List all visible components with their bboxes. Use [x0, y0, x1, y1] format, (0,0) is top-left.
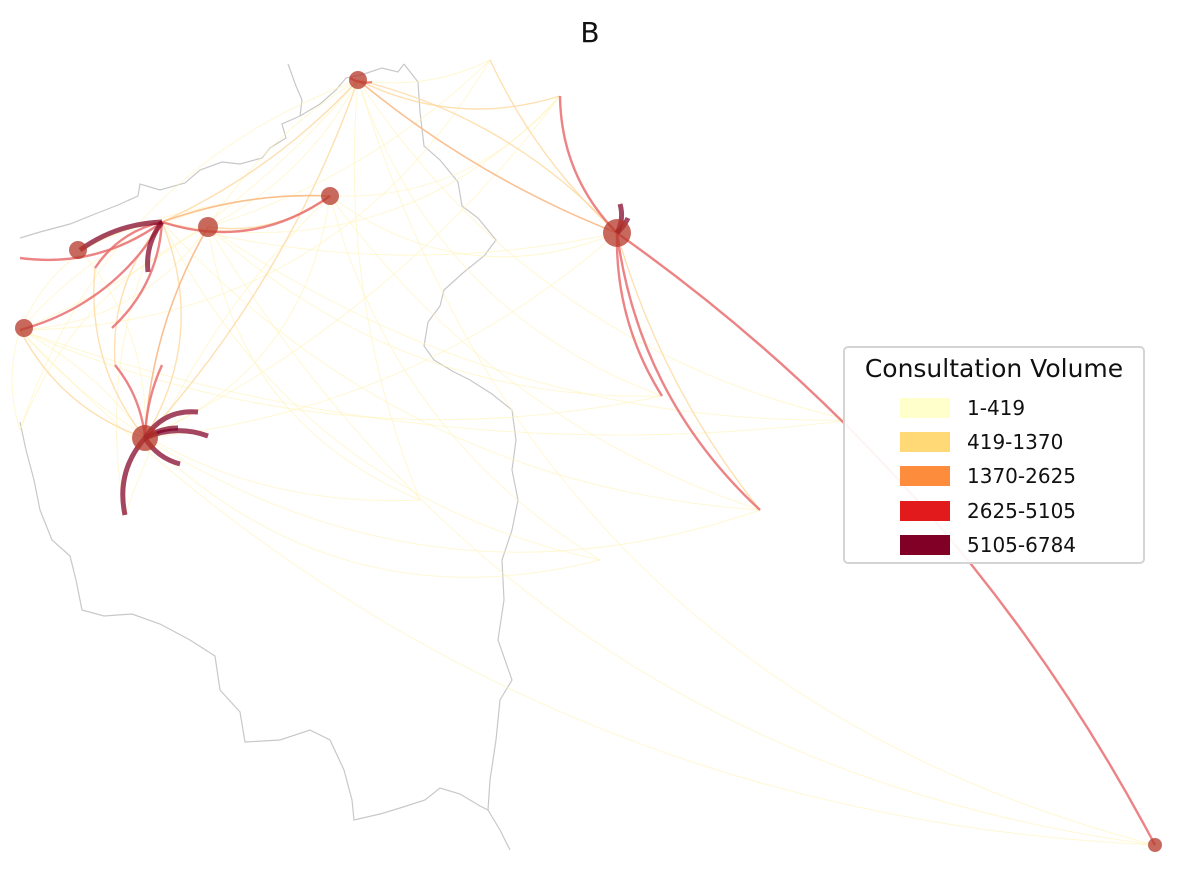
flow-arc — [207, 226, 851, 421]
flow-arc — [357, 79, 618, 234]
flow-arc — [207, 226, 421, 501]
legend-title: Consultation Volume — [864, 354, 1124, 383]
legend-swatch — [900, 432, 950, 452]
flow-arc — [145, 220, 165, 273]
flow-arc — [144, 437, 601, 578]
flow-arc — [19, 329, 146, 439]
flow-arc — [616, 232, 761, 511]
legend-label: 419-1370 — [967, 430, 1064, 454]
hospital-node — [1148, 838, 1162, 852]
flow-arc — [357, 79, 561, 110]
flow-arc — [615, 232, 664, 397]
hospital-node — [132, 425, 158, 451]
flow-arc — [11, 329, 21, 431]
flow-arc — [329, 195, 601, 561]
flow-arc — [19, 329, 146, 439]
flow-arc — [79, 249, 146, 439]
border-line-4 — [19, 421, 489, 821]
legend-label: 1370-2625 — [967, 464, 1077, 488]
border-line-1 — [19, 63, 303, 239]
legend-label: 1-419 — [967, 396, 1026, 420]
flow-arc — [19, 79, 359, 331]
flow-arc — [161, 195, 331, 234]
flow-arc — [161, 221, 601, 561]
hospital-nodes — [15, 71, 1162, 852]
flow-arc — [161, 194, 331, 223]
flow-arc — [161, 221, 761, 511]
flow-arc — [357, 79, 663, 397]
hospital-node — [349, 71, 367, 89]
legend-swatch — [900, 535, 950, 555]
flow-arc — [207, 59, 491, 228]
flow-arc — [207, 195, 331, 230]
flow-arc — [19, 329, 663, 421]
legend: Consultation Volume 1-419 419-1370 1370-… — [843, 346, 1145, 564]
legend-label: 2625-5105 — [967, 499, 1077, 523]
flow-arc — [329, 195, 618, 258]
flow-arc — [144, 226, 209, 439]
flow-arc — [124, 195, 331, 516]
flow-arc — [357, 79, 1156, 846]
flow-arc — [329, 195, 761, 511]
flow-arc — [207, 226, 663, 397]
flow-arc — [78, 219, 163, 253]
flow-arc — [19, 329, 1156, 846]
flow-arc — [93, 267, 146, 439]
flow-arc — [558, 95, 618, 234]
flow-arc — [19, 329, 851, 436]
hospital-node — [603, 219, 631, 247]
flow-arc — [357, 79, 618, 234]
flow-arc — [144, 79, 359, 439]
flow-arc — [19, 226, 209, 431]
hospital-node — [321, 187, 339, 205]
flow-arc — [357, 79, 851, 421]
hospital-node — [198, 217, 218, 237]
flow-arc — [144, 437, 761, 553]
flow-arc — [19, 59, 491, 331]
hospital-node — [69, 241, 87, 259]
flow-arc — [329, 95, 561, 197]
flow-arc — [357, 59, 491, 84]
flow-arc — [161, 79, 359, 223]
panel-title: B — [580, 16, 600, 49]
flow-arc — [144, 221, 182, 439]
flow-arc — [19, 226, 209, 331]
legend-swatch — [900, 501, 950, 521]
legend-swatch — [900, 398, 950, 418]
border-line-3 — [403, 63, 519, 851]
flow-arc — [489, 59, 618, 234]
flow-arc — [207, 79, 359, 228]
flow-arc — [144, 95, 561, 439]
flow-arc — [615, 232, 761, 511]
flow-arc — [207, 226, 1156, 846]
legend-swatch — [900, 466, 950, 486]
flow-arc — [19, 329, 421, 502]
hospital-node — [15, 319, 33, 337]
flow-arc — [19, 221, 163, 262]
region-borders — [19, 63, 519, 851]
flow-arc — [19, 79, 359, 431]
flow-arc — [111, 221, 164, 329]
flow-arc — [161, 221, 618, 256]
legend-label: 5105-6784 — [967, 533, 1077, 557]
flow-arc — [144, 232, 618, 439]
